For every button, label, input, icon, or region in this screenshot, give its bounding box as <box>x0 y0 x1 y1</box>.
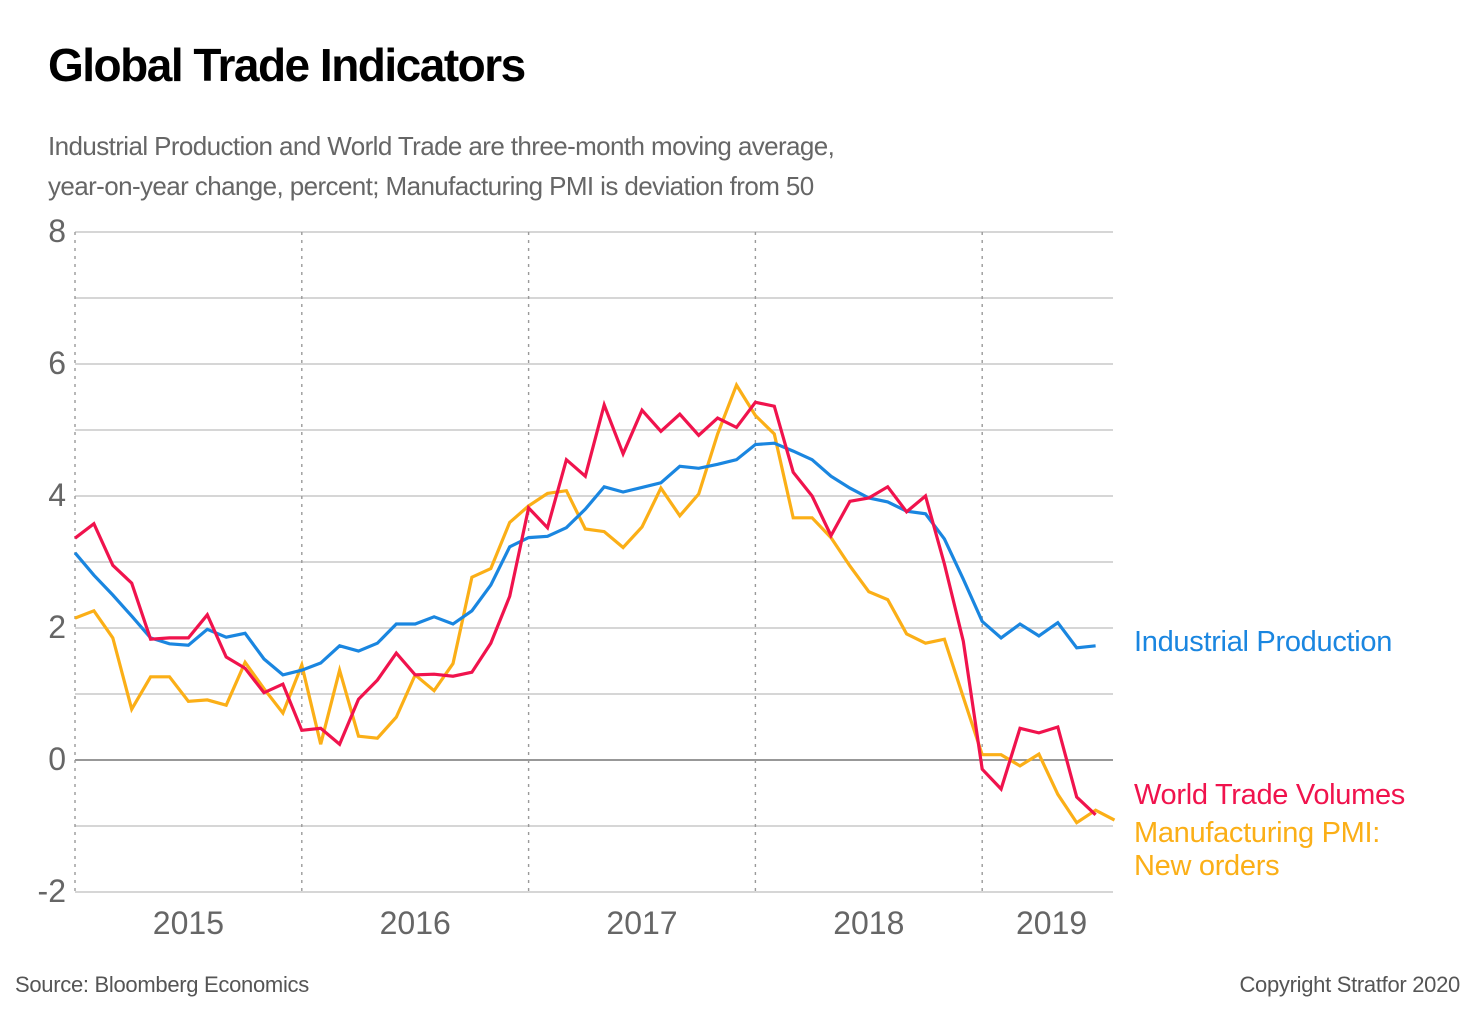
y-tick-label: 2 <box>48 609 66 645</box>
subtitle-line-2: year-on-year change, percent; Manufactur… <box>48 171 814 201</box>
series-line-world-trade <box>74 399 1097 816</box>
y-tick-label: 6 <box>48 345 66 381</box>
x-tick-label: 2015 <box>153 905 224 941</box>
subtitle-line-1: Industrial Production and World Trade ar… <box>48 131 835 161</box>
y-tick-label: 4 <box>48 477 66 513</box>
legend-pmi-line-1: Manufacturing PMI: <box>1134 817 1381 849</box>
copyright-note: Copyright Stratfor 2020 <box>1239 972 1460 997</box>
legend-pmi: Manufacturing PMI: New orders <box>1134 817 1380 883</box>
x-tick-label: 2017 <box>606 905 677 941</box>
y-tick-label: -2 <box>38 873 66 909</box>
x-tick-label: 2016 <box>380 905 451 941</box>
legend-pmi-line-2: New orders <box>1134 850 1280 882</box>
chart-subtitle: Industrial Production and World Trade ar… <box>48 126 1048 206</box>
grid-layer <box>74 231 1113 895</box>
y-axis: -2 0 2 4 6 8 <box>38 213 66 909</box>
x-axis: 2015 2016 2017 2018 2019 <box>153 905 1087 941</box>
chart-title: Global Trade Indicators <box>48 39 526 91</box>
y-tick-label: 8 <box>48 213 66 249</box>
x-tick-label: 2019 <box>1016 905 1087 941</box>
series-layer <box>73 381 1116 825</box>
legend-world-trade: World Trade Volumes <box>1134 779 1406 811</box>
series-line-pmi <box>74 381 1116 825</box>
series-line-industrial-production <box>73 441 1096 677</box>
x-tick-label: 2018 <box>833 905 904 941</box>
legend-industrial-production: Industrial Production <box>1134 626 1393 658</box>
y-tick-label: 0 <box>48 741 66 777</box>
source-note: Source: Bloomberg Economics <box>15 972 309 997</box>
